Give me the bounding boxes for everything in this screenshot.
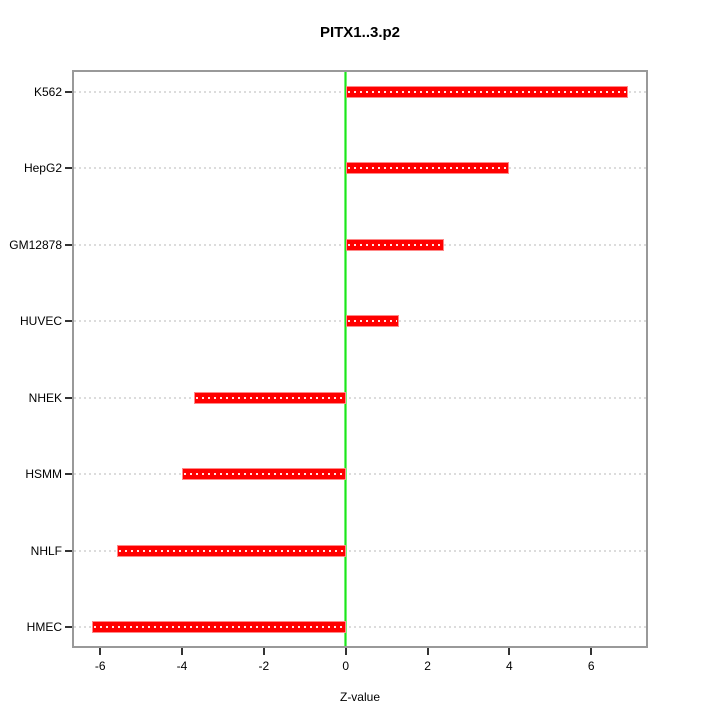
y-axis-label-HepG2: HepG2 (23, 161, 62, 175)
y-axis-tick (65, 167, 72, 169)
y-axis-label-HUVEC: HUVEC (19, 314, 62, 328)
y-axis-tick (65, 549, 72, 552)
y-axis-tick (65, 243, 72, 246)
x-axis-tick-label: 6 (587, 659, 595, 673)
bar-center-dots (118, 549, 344, 552)
y-axis-label-NHEK: NHEK (28, 390, 62, 405)
bar-center-dots (93, 626, 344, 628)
bar-NHLF (116, 544, 346, 557)
x-axis-tick-label: -2 (258, 659, 270, 673)
bar-center-dots (196, 396, 344, 399)
x-axis-title: Z-value (339, 690, 380, 704)
y-axis-tick (65, 90, 72, 93)
x-axis-tick-label: 2 (424, 659, 431, 673)
x-axis-tick (508, 648, 511, 655)
gridline (74, 549, 646, 552)
bar-center-dots (347, 243, 442, 246)
bar-HUVEC (345, 315, 399, 327)
bar-HSMM (182, 468, 346, 480)
y-axis-tick (65, 626, 72, 628)
x-axis-tick (426, 648, 429, 655)
y-axis-label-HSMM: HSMM (25, 467, 62, 481)
bar-HepG2 (345, 162, 510, 174)
y-axis-tick (65, 396, 72, 399)
x-axis-tick-label: 4 (506, 659, 513, 673)
y-axis-label-GM12878: GM12878 (9, 237, 62, 252)
x-axis-tick-label: 0 (342, 659, 350, 673)
gridline (74, 473, 646, 475)
x-axis-tick-label: -4 (176, 659, 188, 673)
gridline (74, 396, 646, 399)
gridline (74, 626, 646, 628)
bar-K562 (345, 85, 629, 98)
x-axis-tick-label: -6 (94, 659, 106, 673)
bar-NHEK (194, 391, 346, 404)
bar-HMEC (91, 621, 346, 633)
x-axis-tick (99, 648, 102, 655)
x-axis-tick (344, 648, 347, 655)
plot-area (72, 70, 648, 648)
x-axis-tick (262, 648, 265, 655)
y-axis-tick (65, 320, 72, 322)
y-axis-label-HMEC: HMEC (26, 620, 62, 634)
bar-center-dots (347, 90, 627, 93)
x-axis-tick (181, 648, 184, 655)
x-axis-tick (590, 648, 593, 655)
bar-center-dots (347, 167, 508, 169)
chart-title: PITX1..3.p2 (319, 24, 401, 41)
bar-GM12878 (345, 238, 444, 251)
bar-center-dots (347, 320, 397, 322)
y-axis-label-K562: K562 (33, 84, 62, 99)
y-axis-tick (65, 473, 72, 475)
y-axis-label-NHLF: NHLF (30, 543, 62, 558)
bar-center-dots (184, 473, 344, 475)
zero-reference-line (344, 72, 348, 646)
